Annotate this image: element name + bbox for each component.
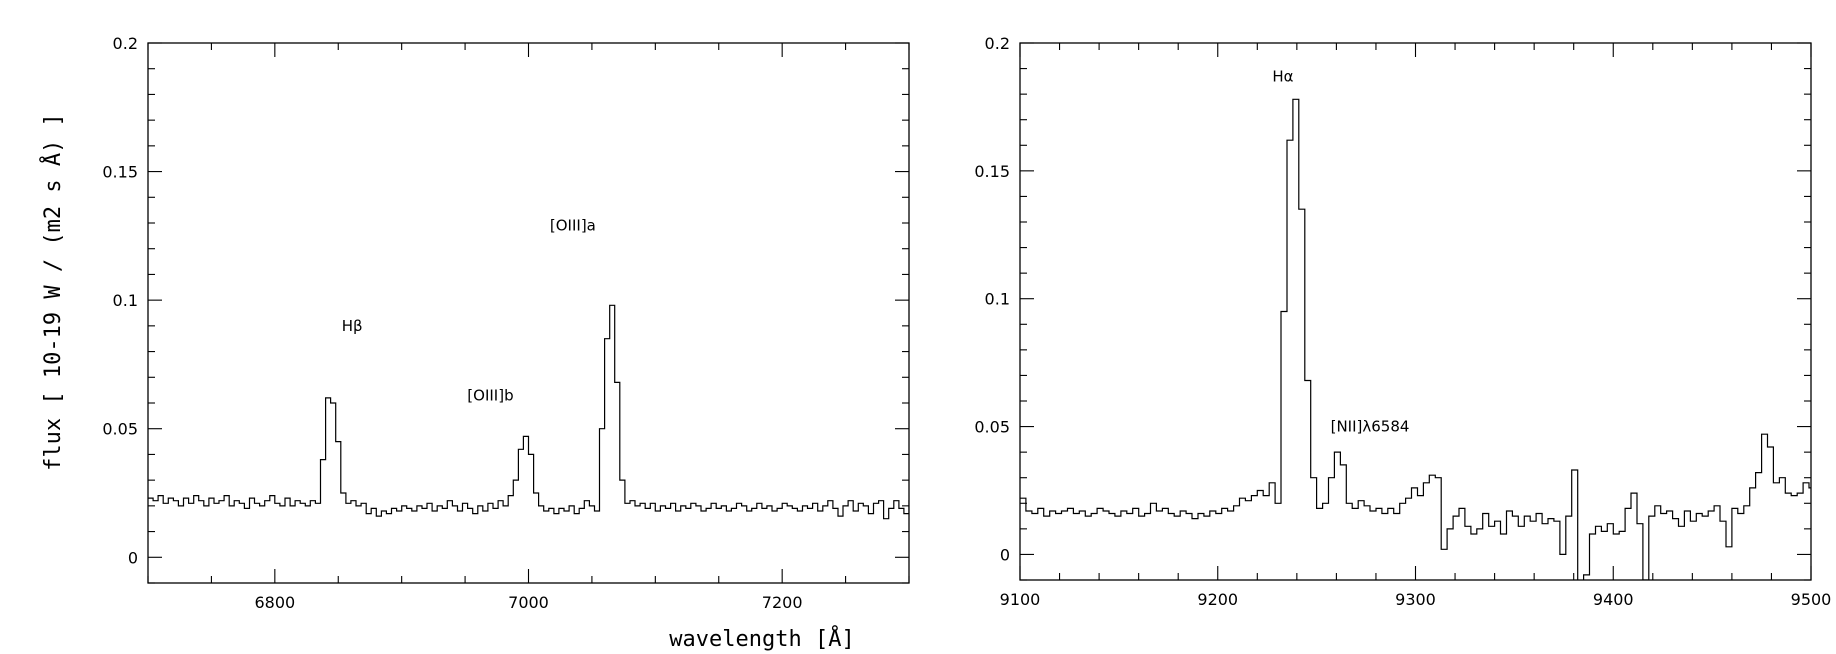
x-tick-label: 6800 bbox=[254, 593, 295, 612]
y-tick-label: 0 bbox=[128, 548, 138, 567]
plot-frame bbox=[1019, 42, 1812, 581]
y-tick-label: 0.1 bbox=[113, 291, 138, 310]
y-tick-label: 0.2 bbox=[985, 34, 1010, 53]
y-tick-label: 0.1 bbox=[985, 290, 1010, 309]
spectrum-line bbox=[1020, 98, 1811, 580]
emission-line-label: [NII]λ6584 bbox=[1331, 418, 1410, 436]
x-tick-label: 9200 bbox=[1197, 590, 1238, 609]
x-tick-label: 9100 bbox=[1000, 590, 1041, 609]
y-tick-label: 0.05 bbox=[102, 420, 138, 439]
x-axis-label: wavelength [Å] bbox=[669, 625, 854, 652]
y-tick-label: 0.15 bbox=[974, 162, 1010, 181]
plot-frame bbox=[147, 42, 910, 584]
x-tick-label: 7000 bbox=[508, 593, 549, 612]
right-panel: 9100 9200 9300 9400 9500 0 0.05 0.1 0.15 0.2 Hα [NI… bbox=[974, 34, 1832, 609]
x-tick-label: 9500 bbox=[1791, 590, 1832, 609]
y-axis-label: flux [ 10-19 W / (m2 s Å) ] bbox=[39, 113, 66, 471]
y-tick-label: 0.05 bbox=[974, 418, 1010, 437]
x-tick-label: 9300 bbox=[1395, 590, 1436, 609]
y-tick-label: 0.15 bbox=[102, 163, 138, 182]
emission-line-label: Hβ bbox=[342, 317, 363, 335]
emission-line-label: [OIII]a bbox=[550, 217, 596, 235]
spectrum-line bbox=[148, 304, 909, 520]
emission-line-label: Hα bbox=[1272, 67, 1293, 85]
y-tick-label: 0 bbox=[1000, 545, 1010, 564]
x-tick-label: 9400 bbox=[1593, 590, 1634, 609]
x-tick-label: 7200 bbox=[762, 593, 803, 612]
left-panel: 6800 7000 7200 0 0.05 0.1 0.15 0.2 Hβ [OIII]b [OII… bbox=[102, 34, 910, 612]
y-tick-label: 0.2 bbox=[113, 34, 138, 53]
emission-line-label: [OIII]b bbox=[467, 386, 513, 404]
